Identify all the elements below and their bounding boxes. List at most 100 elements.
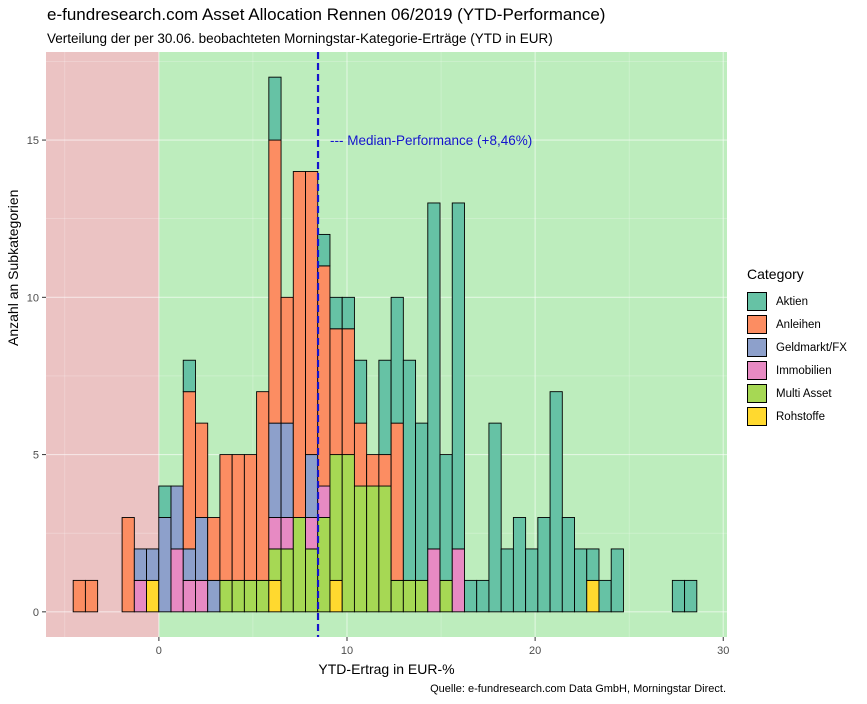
- bar-segment-geldmarkt-fx: [182, 548, 196, 581]
- bar-segment-immobilien: [317, 485, 331, 518]
- bar-segment-geldmarkt-fx: [133, 548, 148, 581]
- bar-segment-immobilien: [133, 579, 148, 613]
- y-axis-label: Anzahl an Subkategorien: [5, 189, 21, 346]
- x-tick-label: 10: [341, 645, 353, 657]
- bar-segment-anleihen: [378, 454, 392, 487]
- legend-label: Rohstoffe: [776, 410, 826, 423]
- legend-swatch: [747, 407, 767, 426]
- bar-segment-multi-asset: [439, 579, 453, 613]
- bar-segment-rohstoffe: [268, 579, 282, 613]
- bar-segment-aktien: [415, 422, 429, 581]
- bar-segment-immobilien: [305, 517, 319, 550]
- bar-segment-anleihen: [182, 391, 196, 550]
- bar-segment-multi-asset: [243, 579, 258, 613]
- legend-label: Immobilien: [776, 364, 832, 377]
- bar-segment-anleihen: [280, 296, 294, 424]
- bar-segment-anleihen: [72, 579, 86, 613]
- legend-label: Anleihen: [776, 318, 821, 331]
- bar-segment-aktien: [390, 296, 404, 424]
- x-tick-label: 30: [717, 645, 729, 657]
- bar-segment-multi-asset: [353, 485, 368, 613]
- legend-swatch: [747, 292, 767, 311]
- bar-segment-multi-asset: [390, 579, 404, 613]
- legend-item: Rohstoffe: [747, 405, 847, 428]
- bar-segment-aktien: [586, 548, 600, 581]
- bar-segment-anleihen: [366, 454, 380, 487]
- legend-item: Aktien: [747, 290, 847, 313]
- legend-title: Category: [747, 266, 804, 282]
- bar-segment-immobilien: [451, 548, 465, 613]
- legend-label: Aktien: [776, 295, 808, 308]
- bar-segment-multi-asset: [378, 485, 392, 613]
- bar-segment-anleihen: [292, 171, 306, 518]
- legend-item: Immobilien: [747, 359, 847, 382]
- x-axis-label: YTD-Ertrag in EUR-%: [318, 661, 454, 677]
- legend: Category Aktien Anleihen Geldmarkt/FX Immob…: [747, 266, 847, 428]
- bar-segment-anleihen: [341, 328, 355, 456]
- bar-segment-aktien: [684, 579, 698, 613]
- bar-segment-anleihen: [84, 579, 99, 613]
- legend-swatch: [747, 315, 767, 334]
- bar-segment-anleihen: [317, 265, 331, 487]
- bar-segment-anleihen: [268, 139, 282, 424]
- bar-segment-immobilien: [195, 579, 209, 613]
- bar-segment-anleihen: [195, 422, 209, 518]
- bar-segment-geldmarkt-fx: [207, 579, 221, 613]
- bar-segment-geldmarkt-fx: [305, 454, 319, 518]
- bar-segment-aktien: [525, 548, 539, 613]
- bar-segment-geldmarkt-fx: [268, 422, 282, 518]
- source-caption: Quelle: e-fundresearch.com Data GmbH, Mo…: [430, 683, 726, 695]
- bar-segment-anleihen: [121, 517, 135, 613]
- bar-segment-aktien: [537, 517, 551, 613]
- bar-segment-geldmarkt-fx: [170, 485, 184, 550]
- bar-segment-rohstoffe: [146, 579, 160, 613]
- y-tick-label: 0: [33, 607, 39, 619]
- bar-segment-multi-asset: [280, 548, 294, 613]
- x-tick-label: 0: [156, 645, 162, 657]
- bar-segment-multi-asset: [256, 579, 270, 613]
- bar-segment-aktien: [341, 296, 355, 330]
- bar-segment-aktien: [317, 233, 331, 267]
- bar-segment-aktien: [476, 579, 490, 613]
- bar-segment-immobilien: [170, 548, 184, 613]
- bar-segment-anleihen: [329, 328, 343, 456]
- bar-segment-multi-asset: [305, 548, 319, 613]
- bar-segment-geldmarkt-fx: [195, 517, 209, 581]
- bar-segment-geldmarkt-fx: [280, 422, 294, 518]
- legend-item: Geldmarkt/FX: [747, 336, 847, 359]
- bar-segment-multi-asset: [402, 579, 417, 613]
- bar-segment-anleihen: [207, 517, 221, 581]
- legend-label: Geldmarkt/FX: [776, 341, 847, 354]
- bar-segment-rohstoffe: [586, 579, 600, 613]
- bar-segment-anleihen: [256, 391, 270, 581]
- bar-segment-aktien: [402, 359, 417, 581]
- bar-segment-aktien: [378, 359, 392, 456]
- y-tick-label: 10: [27, 292, 39, 304]
- legend-swatch: [747, 361, 767, 380]
- bar-segment-aktien: [574, 548, 588, 613]
- bar-segment-aktien: [329, 296, 343, 330]
- bar-segment-immobilien: [182, 579, 196, 613]
- bar-segment-anleihen: [353, 422, 368, 487]
- bar-segment-multi-asset: [329, 454, 343, 581]
- bar-segment-multi-asset: [341, 454, 355, 613]
- bar-segment-aktien: [561, 517, 575, 613]
- bar-segment-immobilien: [280, 517, 294, 550]
- bar-segment-anleihen: [243, 454, 258, 581]
- legend-swatch: [747, 384, 767, 403]
- bar-segment-aktien: [268, 76, 282, 141]
- legend-label: Multi Asset: [776, 387, 832, 400]
- bar-segment-aktien: [182, 359, 196, 393]
- bar-segment-multi-asset: [219, 579, 233, 613]
- bar-segment-immobilien: [268, 517, 282, 550]
- bar-segment-anleihen: [231, 454, 245, 581]
- bar-segment-rohstoffe: [329, 579, 343, 613]
- bar-segment-aktien: [439, 454, 453, 581]
- bar-segment-immobilien: [427, 548, 441, 613]
- bar-segment-aktien: [464, 579, 478, 613]
- bar-segment-aktien: [353, 359, 368, 424]
- bar-segment-aktien: [158, 485, 172, 518]
- bar-segment-aktien: [500, 548, 514, 613]
- bar-segment-multi-asset: [317, 517, 331, 613]
